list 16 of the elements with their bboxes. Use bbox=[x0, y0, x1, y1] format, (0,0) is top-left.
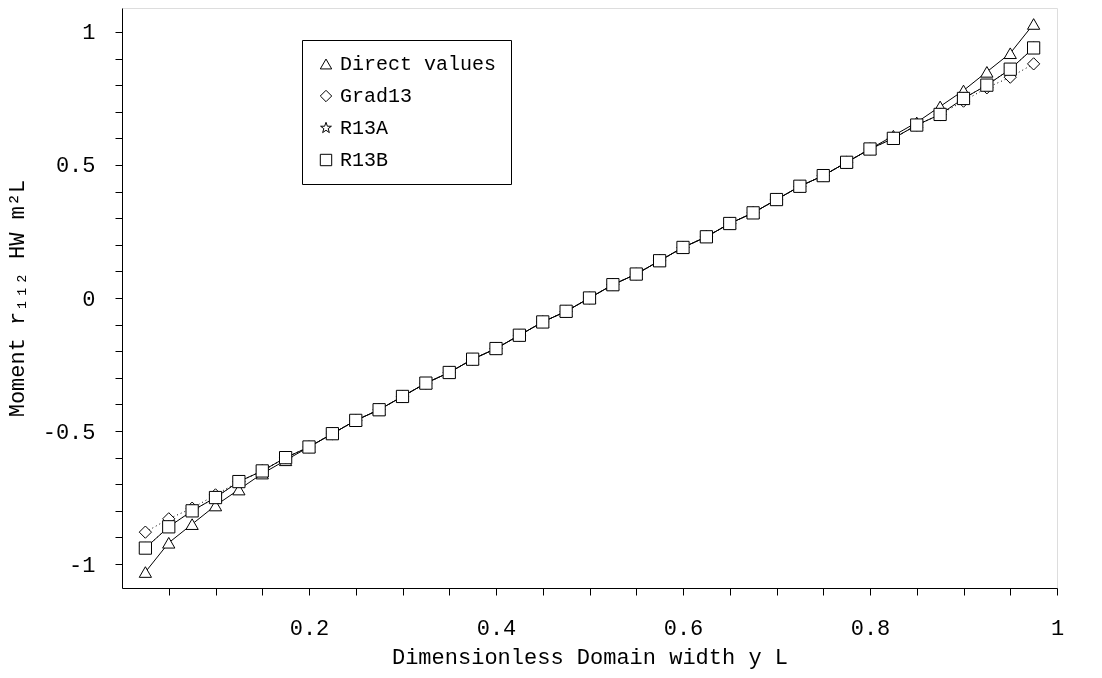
legend-label: Direct values bbox=[340, 53, 497, 76]
y-tick-label: -0.5 bbox=[42, 420, 96, 446]
x-tick-label: 0.8 bbox=[850, 616, 891, 642]
x-tick-label: 1 bbox=[1050, 616, 1065, 642]
x-axis-title: Dimensionless Domain width y L bbox=[391, 645, 789, 671]
y-tick-label: 0 bbox=[82, 287, 96, 313]
y-tick-label: 1 bbox=[82, 21, 96, 47]
x-tick-label: 0.6 bbox=[663, 616, 704, 642]
legend-label: R13A bbox=[340, 117, 389, 140]
legend-label: R13B bbox=[340, 149, 389, 172]
legend-label: Grad13 bbox=[340, 85, 413, 108]
y-tick-label: 0.5 bbox=[55, 154, 96, 180]
y-axis-title: Moment r₁₁₂ HW m²L bbox=[5, 179, 31, 418]
x-tick-label: 0.4 bbox=[476, 616, 517, 642]
x-tick-label: 0.2 bbox=[289, 616, 330, 642]
y-tick-label: -1 bbox=[69, 553, 96, 579]
